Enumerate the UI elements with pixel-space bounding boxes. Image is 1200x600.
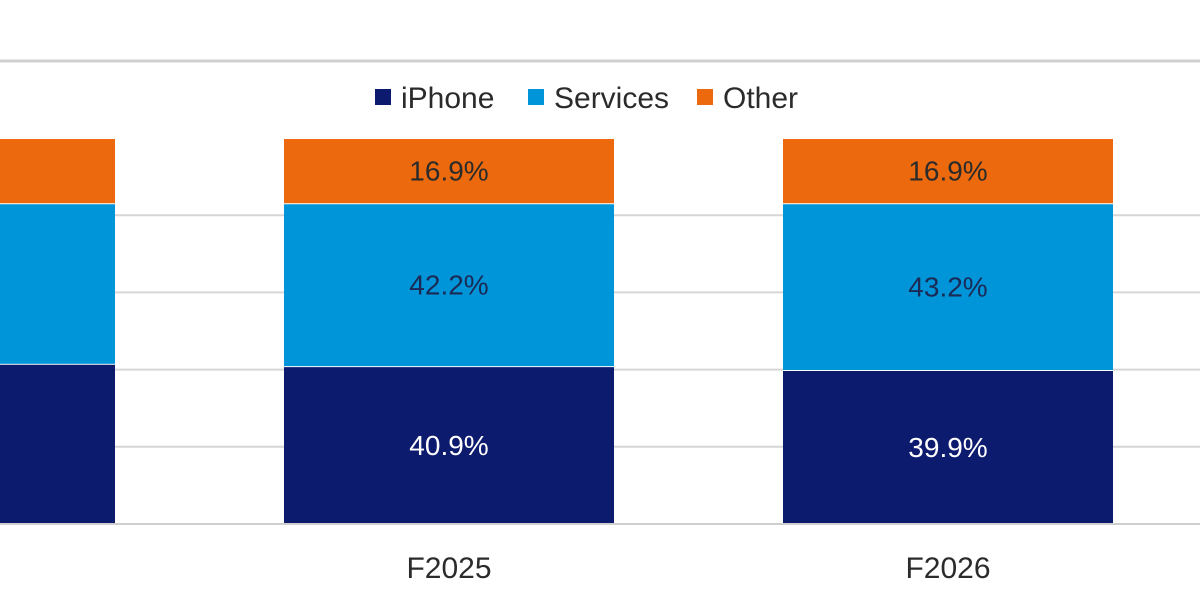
data-label-iphone: 40.9% (409, 430, 488, 461)
bar-segment-other (284, 138, 614, 204)
bar-segment-services (783, 203, 1113, 370)
legend-label-other: Other (723, 82, 798, 115)
data-label-iphone: 39.9% (908, 432, 987, 463)
tick-layer: F2025 F2026 (406, 552, 990, 585)
data-label-services: 43.2% (908, 272, 987, 303)
legend-swatch-services (528, 89, 544, 105)
data-label-other: 16.9% (908, 156, 987, 187)
x-tick-label: F2026 (905, 552, 990, 585)
data-label-other: 16.9% (409, 156, 488, 187)
bar-segment-iphone (284, 366, 614, 524)
bar-segment-services (284, 203, 614, 367)
x-tick-label: F2025 (406, 552, 491, 585)
legend-swatch-iphone (375, 89, 391, 105)
legend: iPhone Services Other (375, 82, 798, 115)
bar-segment-services (0, 203, 115, 364)
bar-layer (0, 137, 1113, 524)
legend-swatch-other (697, 89, 713, 105)
bar-segment-other (0, 138, 115, 204)
legend-label-services: Services (554, 82, 669, 115)
label-layer: 40.9% 42.2% 16.9% 39.9% 43.2% 16.9% (409, 156, 987, 463)
legend-label-iphone: iPhone (401, 82, 494, 115)
bar-segment-iphone (0, 363, 115, 524)
data-label-services: 42.2% (409, 270, 488, 301)
bar-segment-other (783, 138, 1113, 204)
bar-segment-iphone (783, 369, 1113, 524)
